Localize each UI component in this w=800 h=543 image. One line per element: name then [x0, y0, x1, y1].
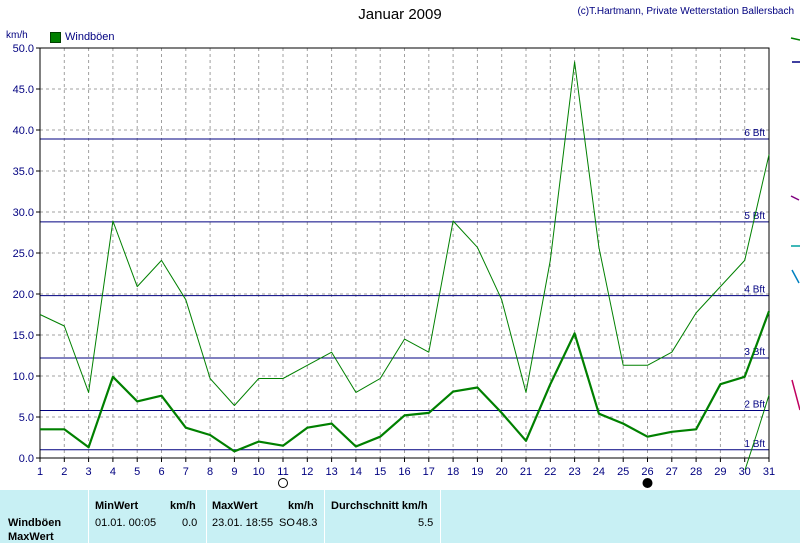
y-axis-unit: km/h [6, 30, 28, 41]
x-tick-label: 19 [471, 466, 483, 478]
x-tick-label: 15 [374, 466, 386, 478]
x-tick-label: 8 [207, 466, 213, 478]
min-time: 01.01. 00:05 [95, 517, 157, 529]
minwert-header: MinWert [95, 500, 139, 512]
x-tick-label: 16 [398, 466, 410, 478]
x-tick-label: 9 [231, 466, 237, 478]
legend-label: Windböen [65, 31, 115, 43]
beaufort-label: 1 Bft [744, 439, 765, 450]
legend-swatch [50, 31, 61, 43]
edge-fragment [791, 379, 800, 411]
x-tick-label: 26 [641, 466, 653, 478]
x-tick-label: 28 [690, 466, 702, 478]
x-tick-label: 4 [110, 466, 116, 478]
max-value: 48.3 [296, 517, 318, 529]
x-tick-label: 30 [739, 466, 751, 478]
maxwert-header: MaxWert [212, 500, 258, 512]
y-tick-label: 20.0 [13, 289, 34, 301]
average-value: 5.5 [418, 517, 434, 529]
y-tick-label: 30.0 [13, 207, 34, 219]
edge-fragment [790, 37, 800, 41]
y-tick-label: 25.0 [13, 248, 34, 260]
x-tick-label: 1 [37, 466, 43, 478]
x-tick-label: 3 [86, 466, 92, 478]
min-unit-header: km/h [170, 500, 196, 512]
x-tick-label: 12 [301, 466, 313, 478]
x-tick-label: 21 [520, 466, 532, 478]
x-tick-label: 18 [447, 466, 459, 478]
panel-separator [440, 490, 441, 543]
x-tick-label: 29 [714, 466, 726, 478]
x-tick-label: 27 [666, 466, 678, 478]
row-label-maxwert: MaxWert [8, 531, 54, 543]
y-tick-label: 5.0 [19, 412, 34, 424]
x-tick-label: 22 [544, 466, 556, 478]
x-tick-label: 17 [423, 466, 435, 478]
panel-separator [88, 490, 89, 543]
beaufort-label: 2 Bft [744, 399, 765, 410]
y-tick-label: 15.0 [13, 330, 34, 342]
panel-separator [324, 490, 325, 543]
x-tick-label: 23 [568, 466, 580, 478]
row-label-windboeen: Windböen [8, 517, 62, 529]
series-line-windboeen [39, 61, 770, 406]
x-tick-label: 7 [183, 466, 189, 478]
y-tick-label: 0.0 [19, 453, 34, 465]
x-tick-label: 13 [325, 466, 337, 478]
statistics-panel: MinWert km/h MaxWert km/h Durchschnitt k… [0, 490, 800, 543]
full-moon-icon [278, 478, 288, 488]
x-tick-label: 31 [763, 466, 775, 478]
x-tick-label: 25 [617, 466, 629, 478]
x-tick-label: 10 [253, 466, 265, 478]
new-moon-icon [642, 478, 653, 488]
plot-border [39, 47, 770, 459]
x-tick-label: 24 [593, 466, 605, 478]
x-tick-label: 6 [158, 466, 164, 478]
y-tick-label: 45.0 [13, 84, 34, 96]
chart-title: Januar 2009 [358, 6, 442, 23]
max-direction: SO [279, 517, 295, 529]
x-tick-label: 11 [277, 466, 288, 478]
beaufort-label: 6 Bft [744, 128, 765, 139]
x-tick-label: 5 [134, 466, 140, 478]
copyright-text: (c)T.Hartmann, Private Wetterstation Bal… [577, 6, 794, 17]
x-tick-label: 14 [350, 466, 362, 478]
x-tick-label: 2 [61, 466, 67, 478]
y-tick-label: 50.0 [13, 43, 34, 55]
x-tick-label: 20 [496, 466, 508, 478]
y-tick-label: 35.0 [13, 166, 34, 178]
max-time: 23.01. 18:55 [212, 517, 274, 529]
edge-trace [744, 394, 770, 471]
series-line-average [40, 310, 771, 453]
edge-fragment [791, 269, 800, 284]
max-unit-header: km/h [288, 500, 314, 512]
y-tick-label: 40.0 [13, 125, 34, 137]
legend: Windböen [50, 31, 115, 43]
min-value: 0.0 [182, 517, 198, 529]
y-tick-label: 10.0 [13, 371, 34, 383]
average-header: Durchschnitt km/h [331, 500, 428, 512]
beaufort-label: 4 Bft [744, 285, 765, 296]
edge-fragment [790, 195, 800, 201]
wind-chart: 1 2 3 4 5 6 7 8 9 10 11 12 13 14 15 16 17 18 19 20 21 22 23 24 2… [13, 37, 800, 488]
panel-separator [206, 490, 207, 543]
